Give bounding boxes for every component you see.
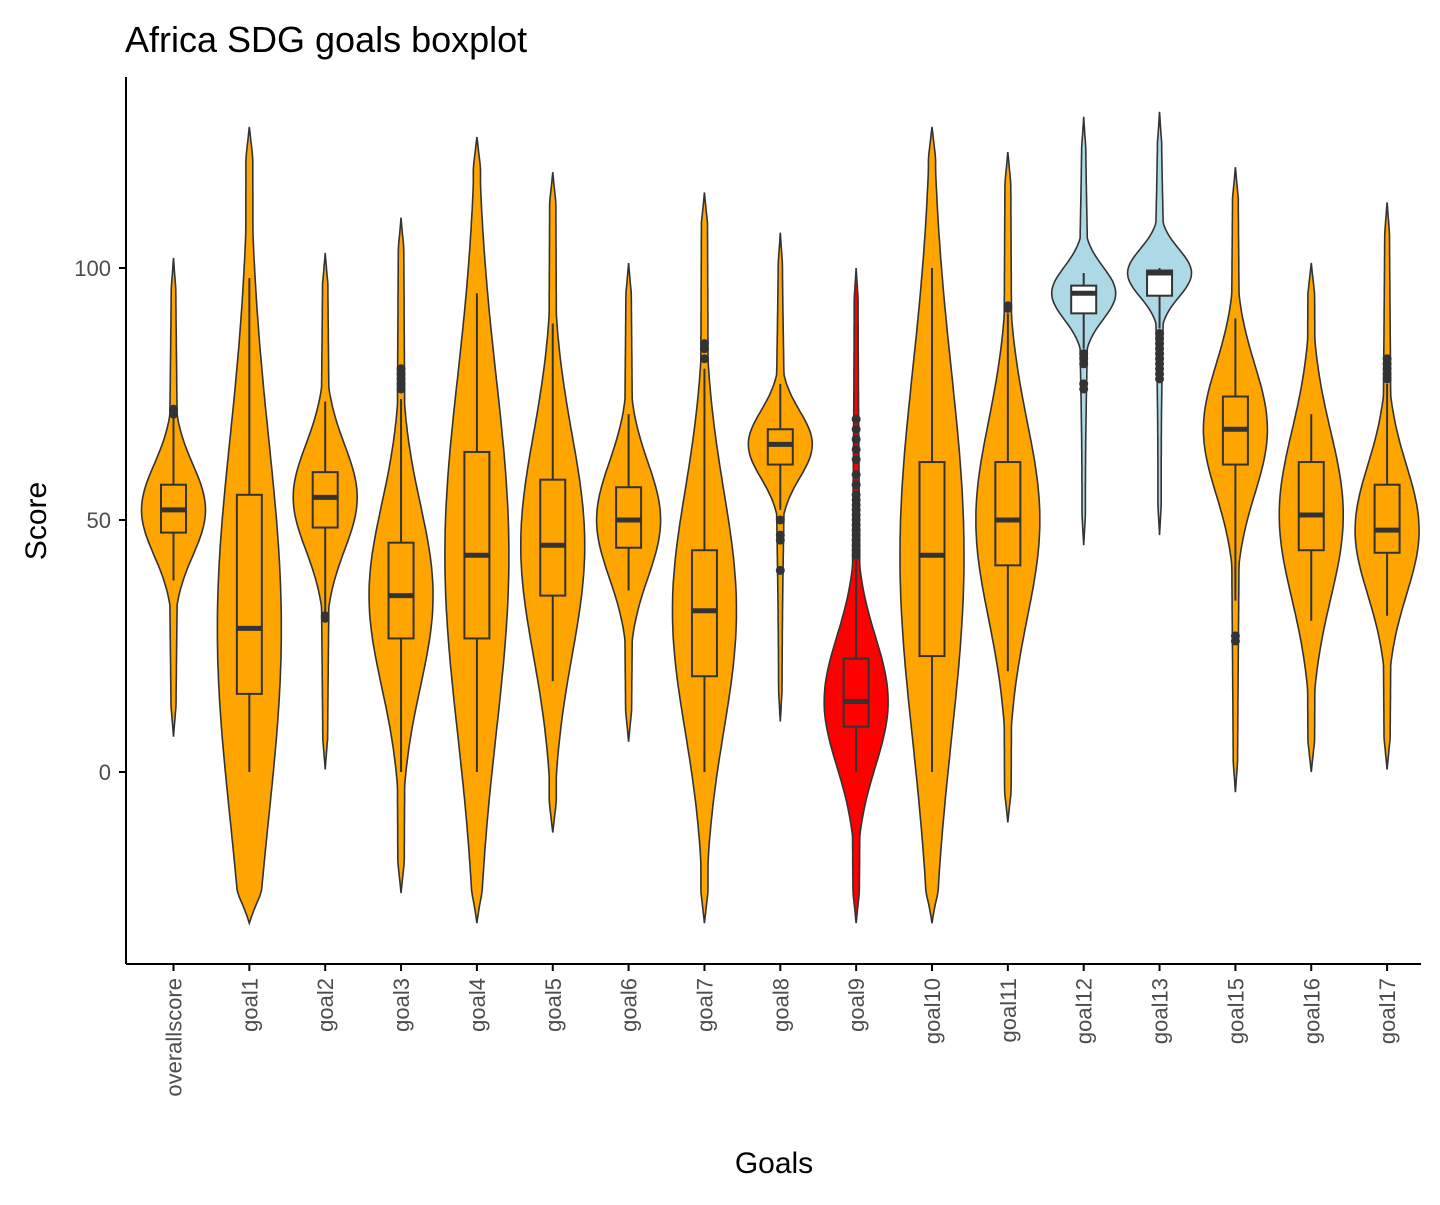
y-axis-ticks: 0 50 100 <box>74 256 126 785</box>
box-goal10 <box>918 461 946 658</box>
outlier-point-goal7-2 <box>699 339 709 349</box>
x-tick-label-goal11: goal11 <box>996 978 1021 1042</box>
violin-group-goal5 <box>520 172 586 833</box>
outlier-point-goal9-15 <box>851 455 861 465</box>
y-tick-label-0: 0 <box>99 760 111 785</box>
outlier-point-goal8-3 <box>775 565 785 575</box>
violin-group-goal4 <box>444 136 510 924</box>
x-tick-label-goal2: goal2 <box>313 978 338 1032</box>
x-tick-label-goal5: goal5 <box>541 978 566 1032</box>
x-tick-label-goal6: goal6 <box>617 978 642 1032</box>
chart-title: Africa SDG goals boxplot <box>125 19 527 60</box>
outlier-point-goal9-19 <box>851 414 861 424</box>
violin-group-goal2 <box>292 252 359 770</box>
outlier-point-goal8-2 <box>775 535 785 545</box>
x-tick-label-goal15: goal15 <box>1223 978 1248 1044</box>
outlier-point-goal3-4 <box>396 364 406 374</box>
x-tick-label-goal4: goal4 <box>465 978 490 1032</box>
box-goal1 <box>235 493 263 695</box>
box-goal9 <box>842 657 870 728</box>
outlier-point-goal15-1 <box>1230 636 1240 646</box>
outlier-point-goal12-2 <box>1079 359 1089 369</box>
violin-group-goal9 <box>823 267 889 924</box>
box-goal4 <box>463 450 491 640</box>
violin-group-goal1 <box>216 126 283 926</box>
x-tick-label-goal16: goal16 <box>1299 978 1324 1044</box>
violin-group-goal12 <box>1050 116 1117 546</box>
outlier-point-goal2-1 <box>320 613 330 623</box>
violin-group-goal13 <box>1126 111 1193 536</box>
violin-group-goal8 <box>747 232 814 722</box>
violin-group-goal7 <box>671 192 738 924</box>
x-axis-ticks: overallscore goal1 goal2 goal3 goal4 goal5 goa… <box>162 964 1400 1097</box>
box-goal11 <box>994 461 1022 567</box>
y-tick-label-100: 100 <box>74 256 111 281</box>
x-tick-label-goal13: goal13 <box>1148 978 1173 1044</box>
outlier-point-goal9-12 <box>851 490 861 500</box>
outlier-point-goal9-18 <box>851 424 861 434</box>
outlier-point-goal7-0 <box>699 354 709 364</box>
violin-group-goal6 <box>595 262 662 742</box>
outlier-point-goal9-14 <box>851 470 861 480</box>
y-tick-label-50: 50 <box>87 508 111 533</box>
x-tick-label-goal10: goal10 <box>920 978 945 1044</box>
outlier-point-goal9-16 <box>851 444 861 454</box>
plot-area <box>140 111 1420 926</box>
outlier-point-goal11-1 <box>1003 303 1013 313</box>
outlier-point-overallscore-2 <box>169 409 178 419</box>
outlier-point-goal8-0 <box>775 515 785 525</box>
x-tick-label-goal12: goal12 <box>1072 978 1097 1044</box>
violin-group-goal17 <box>1354 202 1420 770</box>
y-axis-title: Score <box>20 482 53 560</box>
x-tick-label-goal8: goal8 <box>768 978 793 1032</box>
outlier-point-goal9-13 <box>851 480 861 490</box>
x-tick-label-goal17: goal17 <box>1375 978 1400 1044</box>
box-goal12 <box>1070 284 1098 315</box>
box-goal7 <box>690 549 718 678</box>
violin-group-goal16 <box>1278 262 1344 773</box>
box-goal8 <box>766 428 794 466</box>
outlier-point-goal9-17 <box>851 434 861 444</box>
x-tick-label-goal3: goal3 <box>389 978 414 1032</box>
x-tick-label-goal1: goal1 <box>237 978 262 1032</box>
box-goal17 <box>1373 483 1401 554</box>
x-tick-label-goal7: goal7 <box>692 978 717 1032</box>
x-tick-label-goal9: goal9 <box>844 978 869 1032</box>
violin-group-goal11 <box>975 152 1041 823</box>
violin-group-goal3 <box>368 217 434 894</box>
x-axis-title: Goals <box>735 1147 813 1180</box>
outlier-point-goal17-4 <box>1382 354 1392 364</box>
box-goal3 <box>387 541 415 640</box>
box-goal2 <box>311 471 339 529</box>
box-goal5 <box>539 478 567 597</box>
violin-group-overallscore <box>140 257 207 737</box>
x-tick-label-overallscore: overallscore <box>162 978 187 1097</box>
violin-group-goal15 <box>1202 167 1269 793</box>
outlier-point-goal13-9 <box>1155 374 1165 384</box>
box-goal16 <box>1297 461 1325 552</box>
violin-group-goal10 <box>899 126 965 924</box>
outlier-point-goal12-4 <box>1079 384 1089 394</box>
box-goal6 <box>615 486 643 549</box>
